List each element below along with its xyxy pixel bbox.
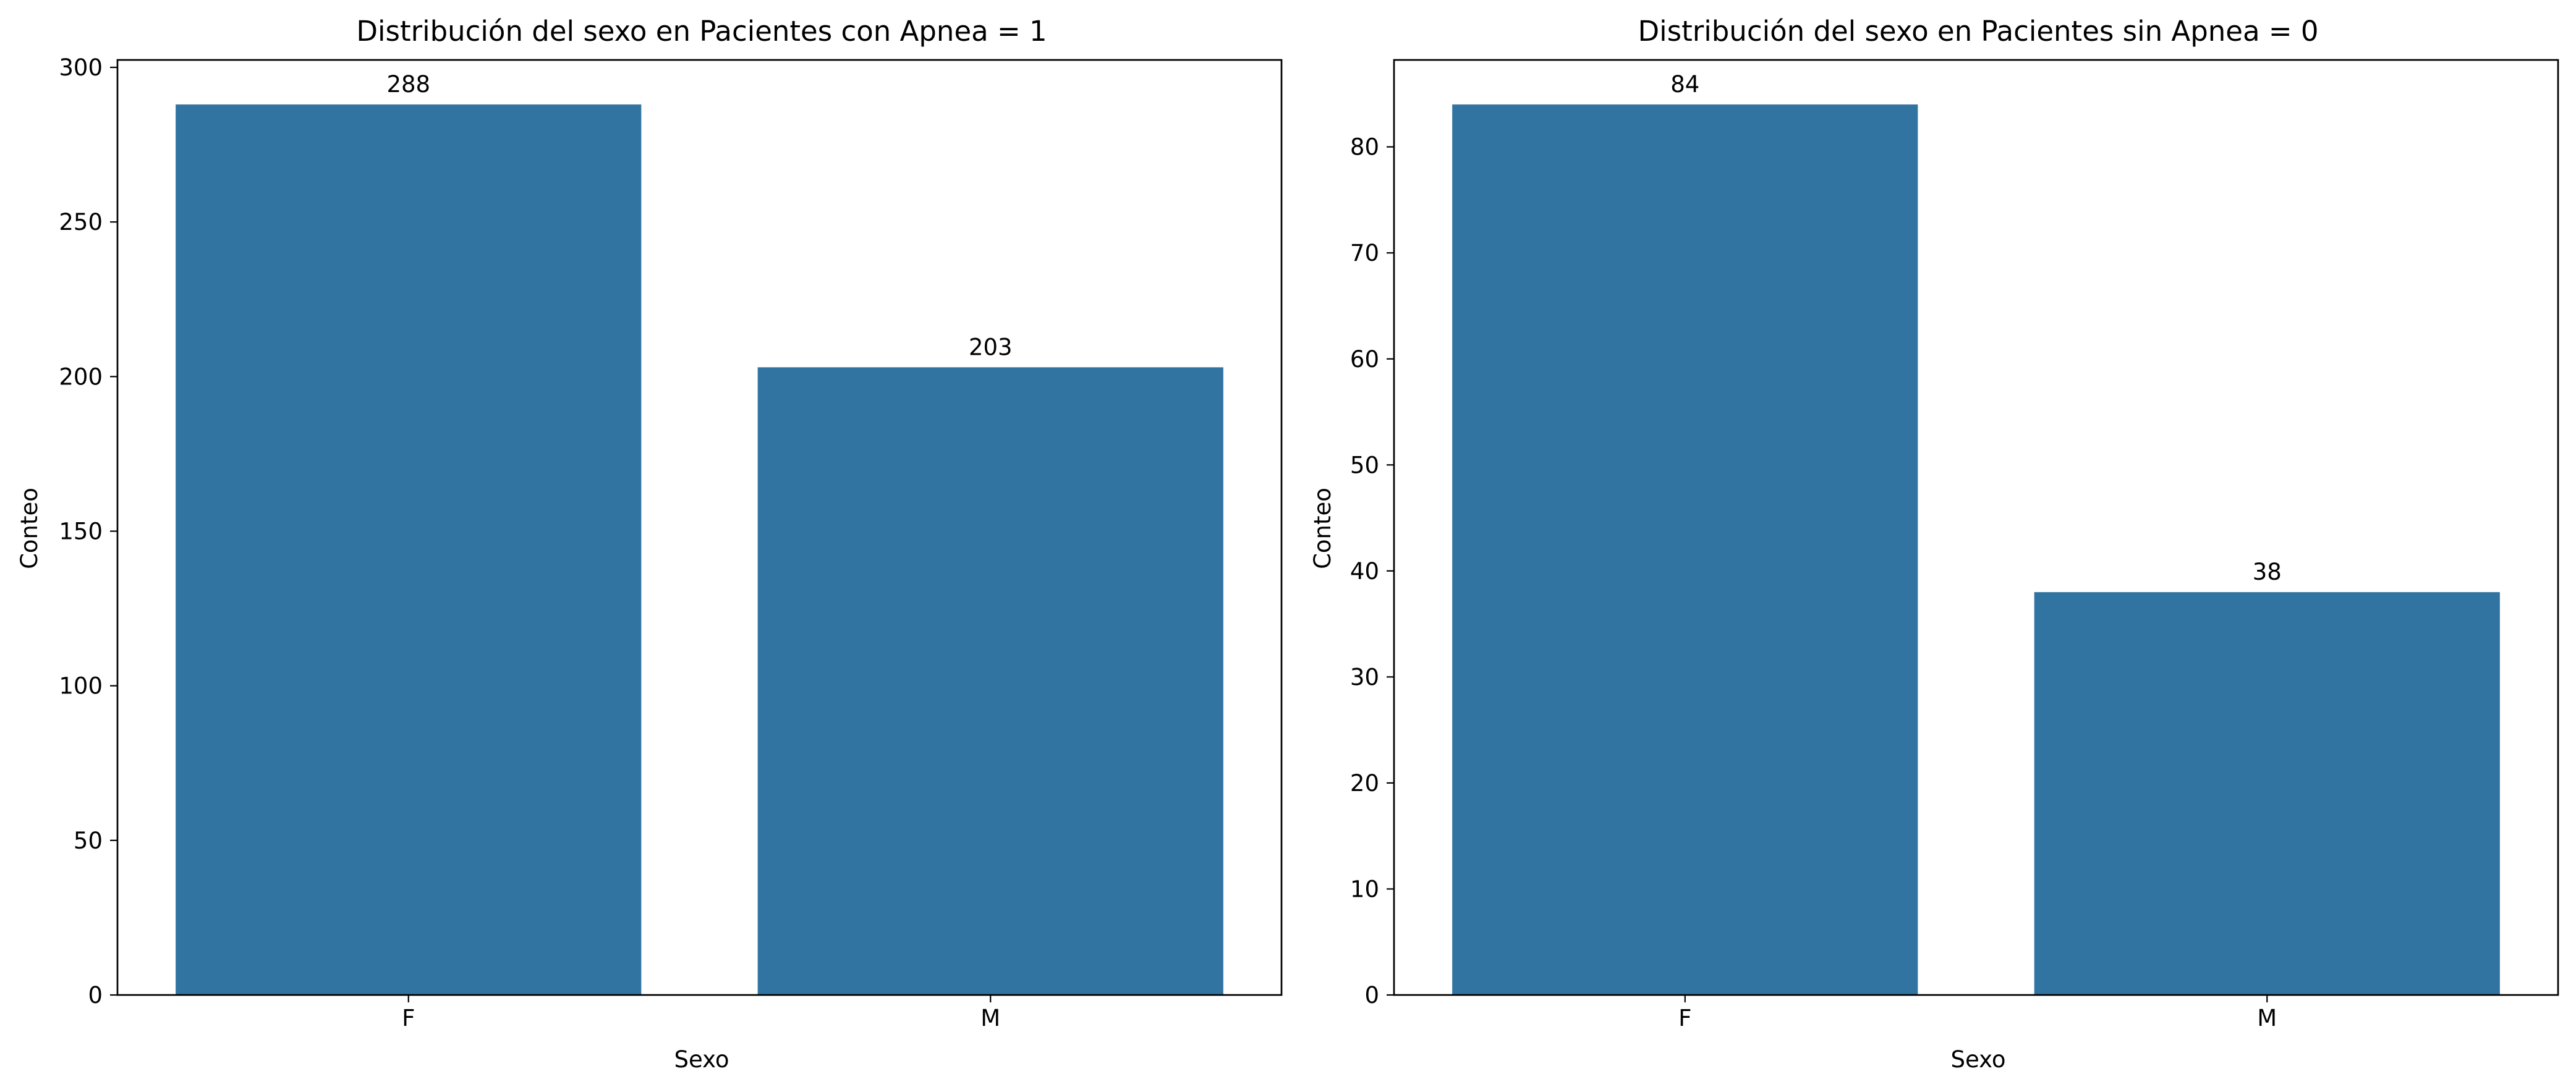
y-tick-label: 20: [1350, 770, 1379, 797]
x-tick-label: F: [1678, 1005, 1691, 1031]
y-tick-label: 30: [1350, 664, 1379, 690]
chart-panel-apnea: Distribución del sexo en Pacientes con A…: [16, 15, 1283, 1073]
y-tick-label: 100: [59, 673, 103, 700]
y-tick-label: 50: [1350, 452, 1379, 478]
bar-value-label: 84: [1670, 71, 1699, 98]
y-tick-label: 60: [1350, 346, 1379, 373]
y-tick-label: 300: [59, 54, 103, 81]
bar-label-group: 288 203: [386, 71, 1012, 360]
plot-frame: [1393, 59, 2559, 996]
y-tick-label: 200: [59, 363, 103, 390]
y-tick-label: 80: [1350, 134, 1379, 161]
y-tick-label: 250: [59, 209, 103, 235]
y-axis-ticks: 0 10 20 30 40 50 60 70 80: [1350, 134, 1394, 1009]
bar-f: [176, 104, 642, 995]
y-tick-label: 10: [1350, 876, 1379, 902]
bar-value-label: 38: [2253, 559, 2282, 585]
chart-title: Distribución del sexo en Pacientes sin A…: [1638, 15, 2319, 48]
bar-group: [176, 104, 1223, 995]
y-axis-ticks: 0 50 100 150 200 250 300: [59, 54, 117, 1009]
y-tick-label: 150: [59, 518, 103, 545]
y-tick-label: 50: [74, 827, 103, 854]
x-axis-label: Sexo: [674, 1046, 729, 1073]
y-tick-label: 0: [1364, 982, 1379, 1009]
bar-label-group: 84 38: [1670, 71, 2282, 585]
y-axis-label: Conteo: [16, 488, 43, 569]
y-tick-label: 40: [1350, 558, 1379, 585]
x-tick-label: M: [980, 1005, 1000, 1031]
y-axis-label: Conteo: [1309, 488, 1336, 569]
x-tick-label: M: [2257, 1005, 2277, 1031]
y-tick-label: 0: [88, 982, 103, 1009]
x-tick-label: F: [402, 1005, 415, 1031]
x-axis-label: Sexo: [1951, 1046, 2006, 1073]
bar-group: [1452, 104, 2500, 995]
bar-f: [1452, 104, 1918, 995]
y-tick-label: 70: [1350, 240, 1379, 266]
plot-frame: [116, 59, 1283, 996]
bar-m: [757, 367, 1223, 995]
bar-value-label: 203: [969, 334, 1013, 360]
chart-panel-no-apnea: Distribución del sexo en Pacientes sin A…: [1309, 15, 2559, 1073]
bar-m: [2034, 592, 2500, 995]
chart-title: Distribución del sexo en Pacientes con A…: [356, 15, 1047, 48]
bar-value-label: 288: [386, 71, 430, 98]
